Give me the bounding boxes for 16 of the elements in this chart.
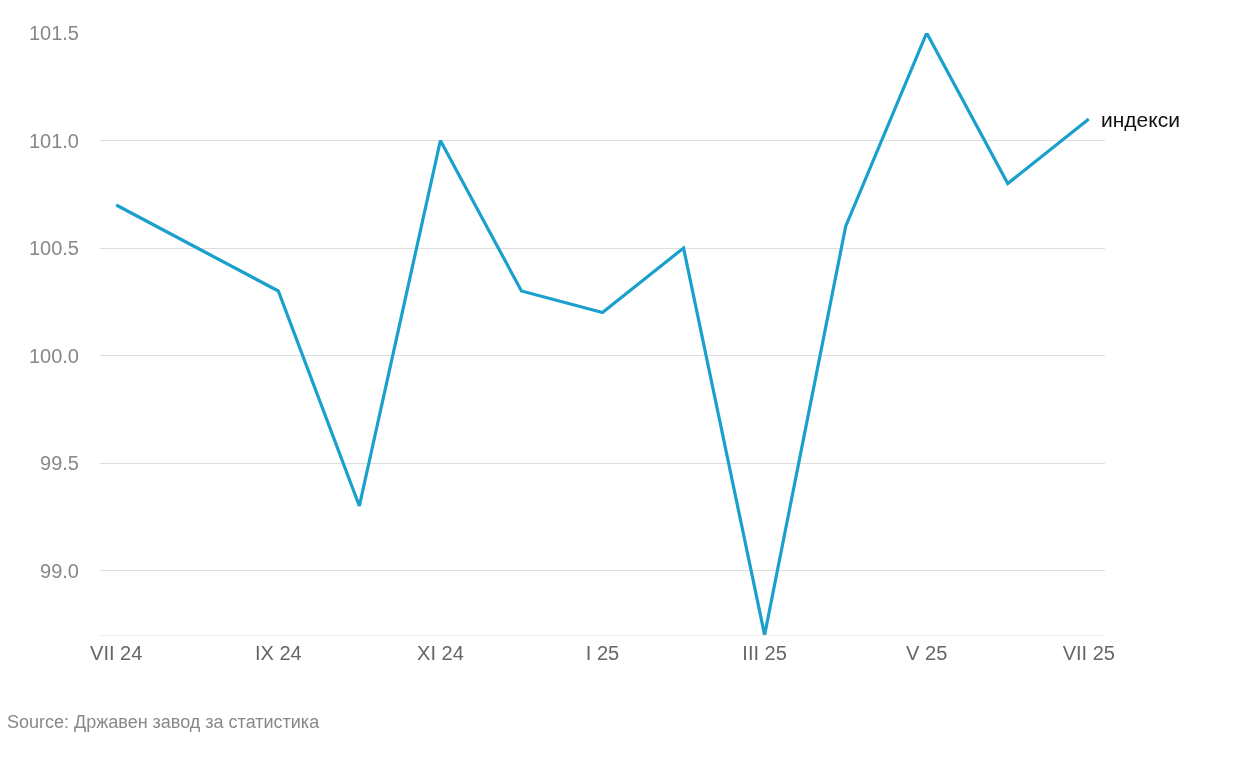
x-tick-label: VII 24 [90,642,143,664]
y-tick-label: 99.5 [40,452,79,474]
y-tick-label: 100.5 [28,237,79,259]
x-tick-label: XI 24 [417,642,464,664]
y-tick-label: 101.0 [28,129,79,152]
x-tick-label: VII 25 [1062,642,1115,664]
x-tick-label: I 25 [585,642,620,664]
x-tick-label: III 25 [742,642,787,664]
line-series [114,33,1091,635]
y-tick-label: 99.0 [40,559,79,582]
series-label: индекси [1101,108,1180,131]
x-tick-label: V 25 [906,642,948,664]
x-tick-label: IX 24 [254,642,302,664]
source-note: Source: Државен завод за статистика [7,712,321,732]
y-tick-label: 101.5 [28,22,79,44]
y-tick-label: 100.0 [28,344,79,367]
